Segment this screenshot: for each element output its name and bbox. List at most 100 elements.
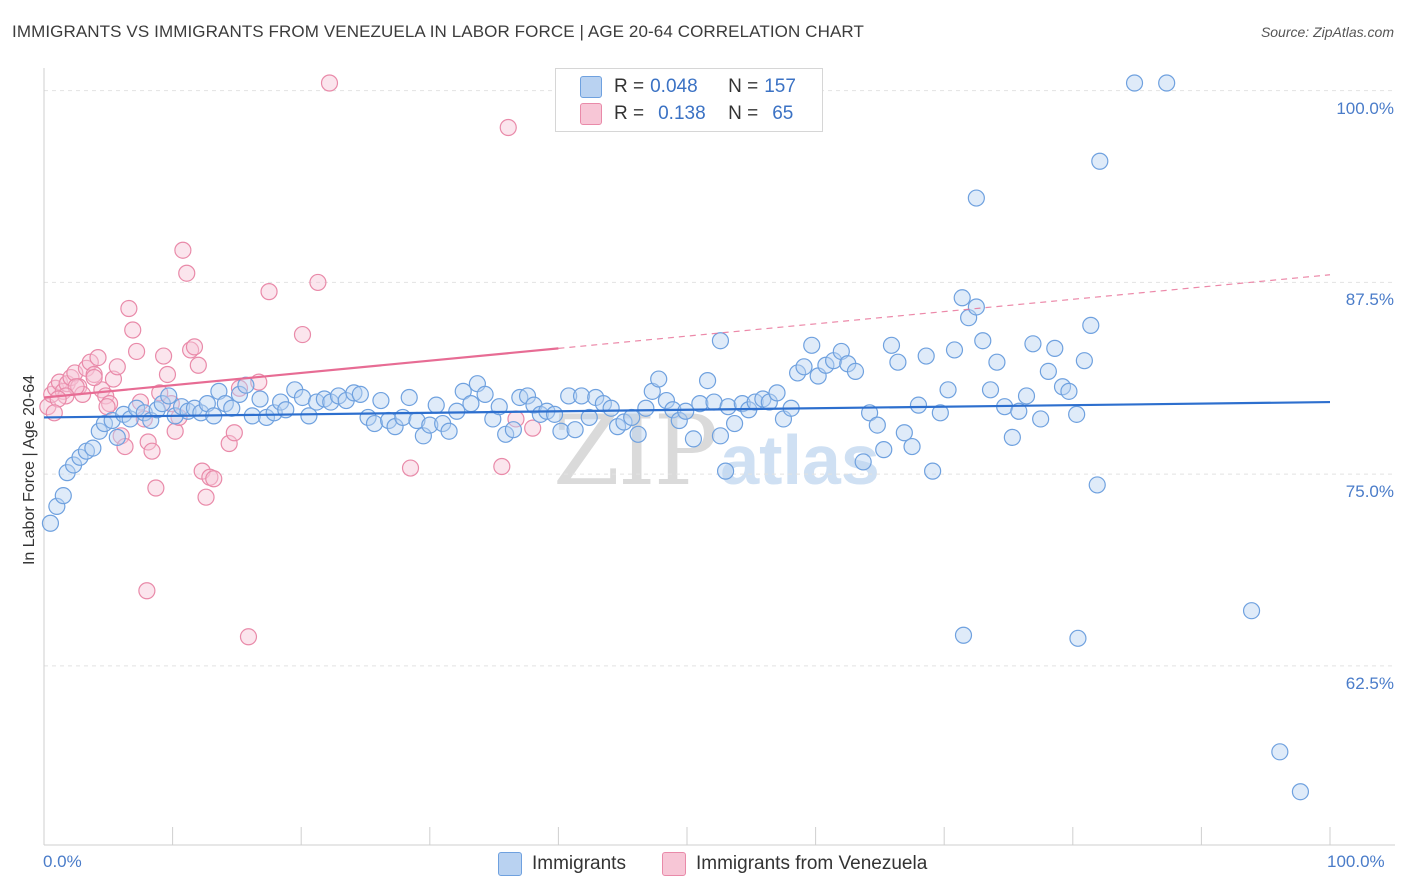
- point-immigrants: [882, 336, 901, 354]
- point-immigrants: [711, 427, 730, 445]
- point-immigrants: [421, 416, 439, 434]
- point-immigrants: [889, 353, 907, 371]
- point-immigrants: [967, 189, 985, 207]
- point-immigrants: [1271, 743, 1289, 761]
- series-legend: Immigrants Immigrants from Venezuela: [0, 852, 1406, 878]
- point-immigrants: [917, 347, 935, 365]
- y-tick-label: 62.5%: [1345, 673, 1394, 693]
- point-immigrants: [230, 385, 249, 404]
- legend-r-value-venezuela: 0.138: [658, 103, 706, 124]
- point-venezuela: [139, 433, 157, 451]
- point-venezuela: [499, 118, 517, 137]
- point-venezuela: [120, 299, 138, 318]
- point-immigrants: [372, 391, 390, 410]
- series-legend-venezuela[interactable]: Immigrants from Venezuela: [662, 852, 927, 876]
- point-immigrants: [629, 425, 647, 443]
- point-immigrants: [160, 387, 178, 405]
- legend-r-label: R =: [614, 103, 645, 124]
- legend-n-value-venezuela: 65: [772, 103, 794, 124]
- point-immigrants: [768, 384, 786, 402]
- point-immigrants: [988, 353, 1006, 371]
- point-immigrants: [440, 422, 458, 440]
- point-immigrants: [121, 410, 139, 428]
- point-immigrants: [1017, 387, 1036, 405]
- point-immigrants: [48, 497, 66, 515]
- point-immigrants: [931, 404, 949, 422]
- point-immigrants: [637, 399, 655, 417]
- point-immigrants: [1068, 405, 1086, 423]
- point-immigrants: [903, 437, 921, 456]
- point-immigrants: [1088, 476, 1106, 494]
- point-immigrants: [945, 341, 964, 359]
- point-immigrants: [623, 408, 641, 427]
- point-immigrants: [566, 421, 584, 439]
- point-immigrants: [84, 439, 102, 457]
- point-immigrants: [854, 453, 872, 471]
- point-immigrants: [192, 404, 210, 422]
- point-immigrants: [725, 414, 744, 433]
- point-immigrants: [909, 396, 928, 414]
- point-immigrants: [448, 402, 466, 420]
- point-immigrants: [939, 381, 957, 399]
- point-venezuela: [154, 347, 173, 365]
- point-immigrants: [1125, 74, 1144, 92]
- legend-row-venezuela: R = 0.138 N = 65: [580, 102, 793, 126]
- point-immigrants: [1060, 382, 1078, 400]
- point-immigrants: [875, 441, 893, 459]
- point-immigrants: [1091, 152, 1109, 170]
- point-venezuela: [151, 384, 169, 402]
- point-venezuela: [309, 273, 327, 292]
- point-immigrants: [953, 289, 971, 307]
- point-immigrants: [1039, 362, 1057, 381]
- point-immigrants: [427, 396, 445, 414]
- point-venezuela: [524, 419, 542, 437]
- point-immigrants: [698, 372, 717, 390]
- point-immigrants: [967, 298, 985, 316]
- watermark: ZIPatlas: [553, 395, 880, 507]
- point-venezuela: [143, 442, 161, 460]
- point-immigrants: [691, 395, 709, 413]
- point-immigrants: [1291, 783, 1310, 801]
- y-tick-label: 75.0%: [1345, 482, 1394, 502]
- series-label-venezuela: Immigrants from Venezuela: [696, 853, 928, 874]
- point-venezuela: [85, 368, 103, 387]
- legend-n-value-immigrants: 157: [764, 76, 796, 97]
- point-venezuela: [108, 358, 126, 376]
- point-venezuela: [166, 422, 184, 440]
- point-immigrants: [414, 427, 432, 445]
- point-immigrants: [733, 395, 751, 413]
- point-immigrants: [670, 411, 688, 430]
- point-immigrants: [1242, 602, 1261, 620]
- y-tick-label: 87.5%: [1345, 290, 1394, 310]
- point-immigrants: [300, 407, 318, 425]
- point-immigrants: [861, 404, 879, 422]
- point-immigrants: [1075, 352, 1093, 370]
- point-immigrants: [400, 388, 418, 407]
- x-tick-label-min: 0.0%: [43, 852, 82, 871]
- point-immigrants: [394, 408, 412, 427]
- point-immigrants: [705, 393, 723, 411]
- point-immigrants: [504, 421, 522, 439]
- point-venezuela: [158, 365, 177, 384]
- legend-r-label: R =: [614, 76, 645, 97]
- legend-swatch-immigrants: [580, 76, 602, 98]
- point-immigrants: [1158, 74, 1176, 92]
- point-immigrants: [365, 414, 384, 433]
- point-immigrants: [716, 462, 735, 480]
- point-immigrants: [293, 388, 312, 407]
- point-immigrants: [462, 395, 480, 413]
- point-venezuela: [147, 479, 165, 497]
- point-immigrants: [476, 385, 494, 404]
- legend-r-value-immigrants: 0.048: [650, 76, 698, 97]
- point-immigrants: [657, 391, 676, 410]
- watermark-zip: ZIP: [553, 395, 718, 507]
- point-immigrants: [719, 398, 737, 416]
- point-immigrants: [108, 428, 126, 446]
- point-immigrants: [560, 387, 578, 405]
- point-venezuela: [174, 241, 192, 259]
- series-legend-immigrants[interactable]: Immigrants: [498, 852, 626, 876]
- point-venezuela: [138, 582, 156, 600]
- point-immigrants: [251, 390, 269, 408]
- legend-swatch-venezuela: [580, 103, 602, 125]
